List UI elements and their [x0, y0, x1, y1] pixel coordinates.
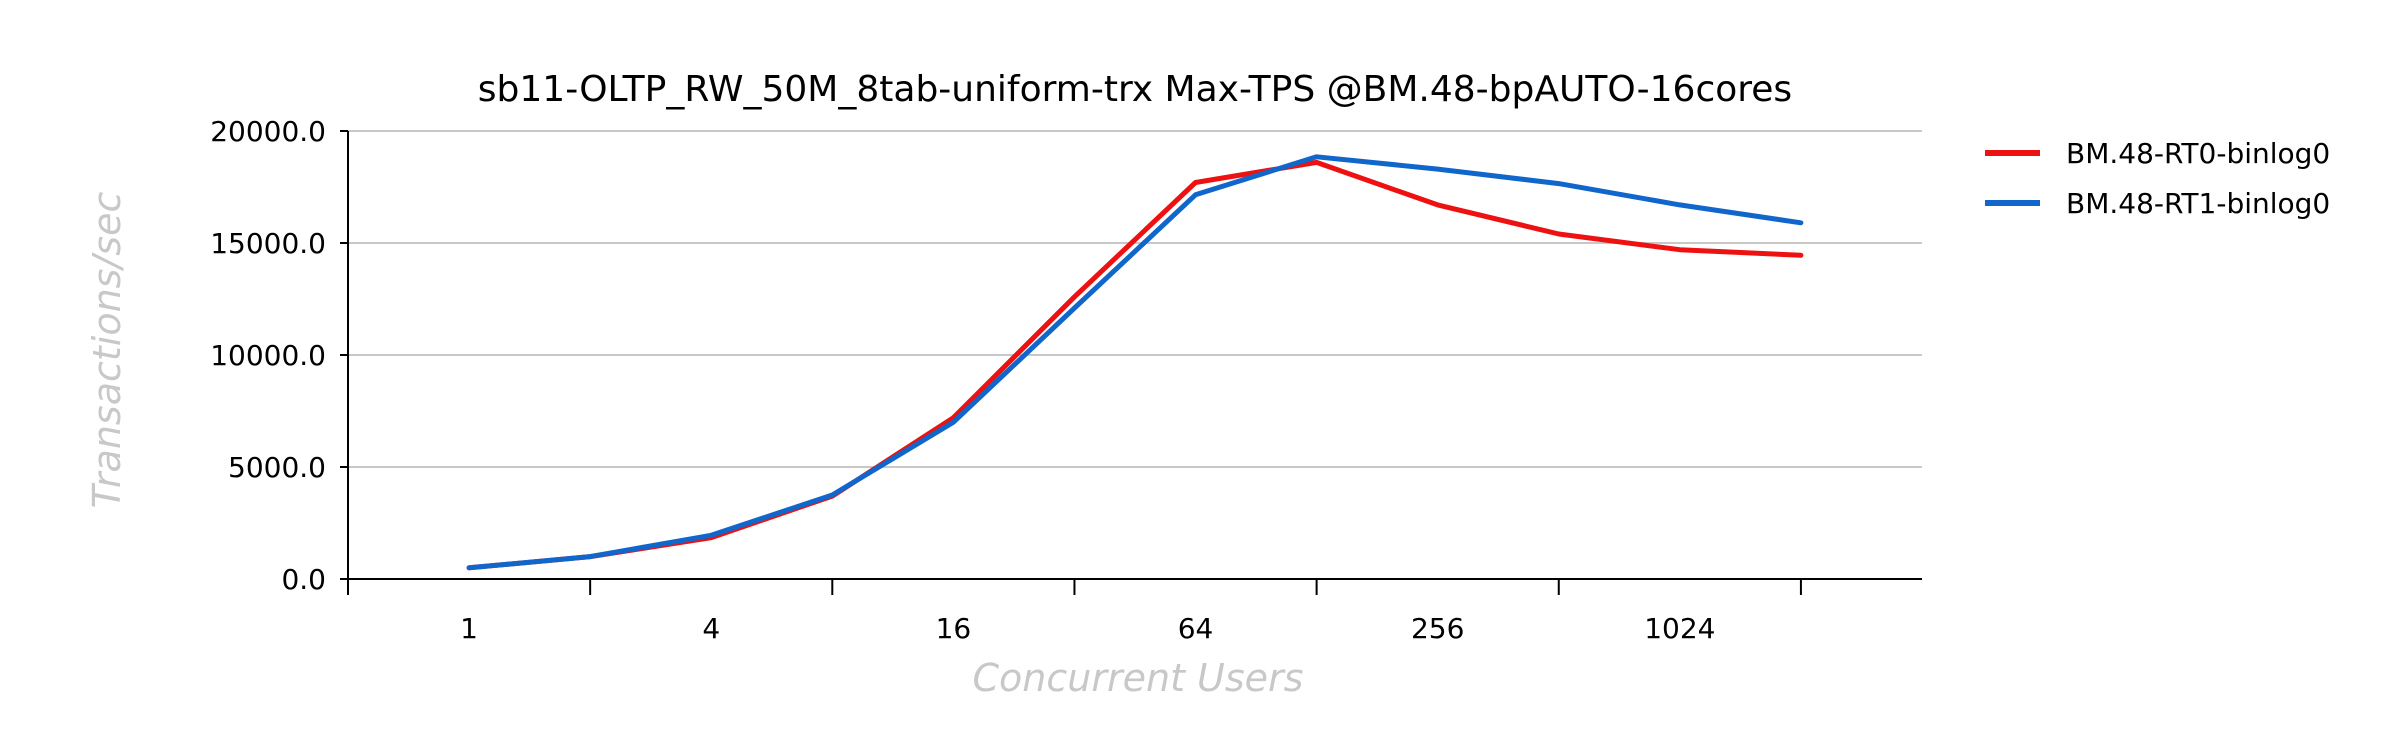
x-tick-label: 1 — [460, 612, 478, 645]
y-axis-label: Transactions/sec — [85, 192, 129, 509]
x-tick-label: 1024 — [1644, 612, 1715, 645]
y-tick-label: 0.0 — [281, 563, 326, 596]
series-line — [466, 159, 1804, 571]
x-axis-label: Concurrent Users — [973, 656, 1304, 700]
tick-labels: 0.0 5000.0 10000.0 15000.0 20000.0 1 4 16 64 256 1… — [210, 115, 1715, 645]
axes — [340, 130, 1922, 595]
x-tick-label: 64 — [1178, 612, 1214, 645]
legend-label: BM.48-RT1-binlog0 — [2066, 187, 2330, 220]
y-tick-label: 5000.0 — [228, 451, 326, 484]
x-tick-label: 4 — [702, 612, 720, 645]
grid-lines — [348, 130, 1922, 468]
y-tick-label: 15000.0 — [210, 227, 326, 260]
y-tick-label: 10000.0 — [210, 339, 326, 372]
y-tick-label: 20000.0 — [210, 115, 326, 148]
legend: BM.48-RT0-binlog0 BM.48-RT1-binlog0 — [1985, 137, 2330, 220]
x-tick-label: 256 — [1411, 612, 1464, 645]
x-tick-label: 16 — [936, 612, 972, 645]
series-line — [466, 154, 1804, 571]
series-lines — [466, 154, 1804, 571]
legend-label: BM.48-RT0-binlog0 — [2066, 137, 2330, 170]
chart-title: sb11-OLTP_RW_50M_8tab-uniform-trx Max-TP… — [478, 69, 1792, 110]
